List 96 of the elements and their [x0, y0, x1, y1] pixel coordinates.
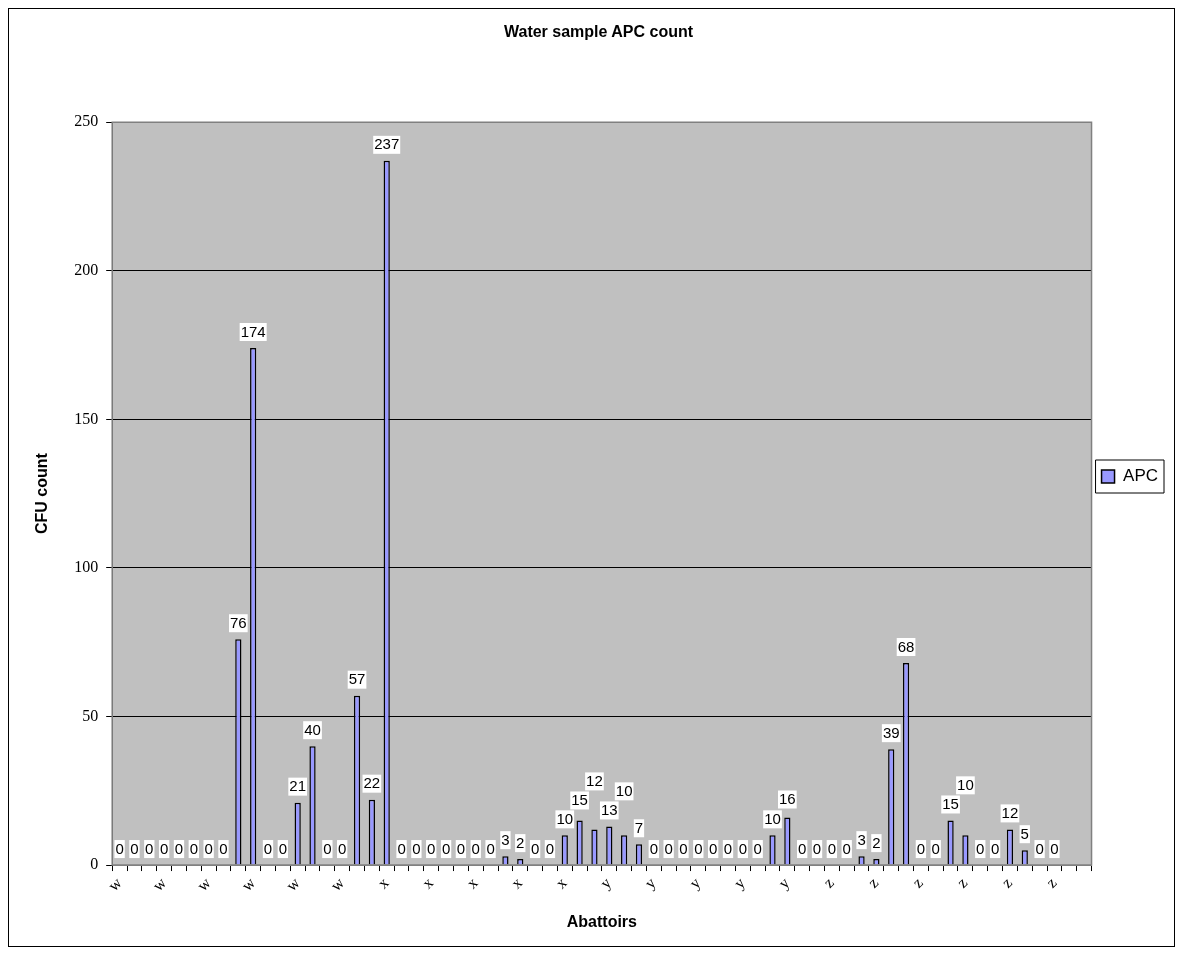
data-label: 21	[289, 777, 307, 795]
data-label: 0	[412, 839, 421, 857]
y-tick-label: 100	[74, 558, 99, 576]
data-label: 0	[812, 839, 822, 857]
data-label: 0	[263, 839, 273, 857]
data-label: 0	[545, 839, 555, 857]
data-label: 16	[779, 790, 796, 808]
legend-label: APC	[1123, 466, 1159, 486]
y-tick-label: 250	[74, 112, 99, 130]
data-label: 0	[145, 839, 154, 857]
x-tick-label: w	[327, 873, 348, 895]
data-label: 0	[323, 839, 332, 857]
data-label: 0	[397, 839, 406, 857]
data-label: 0	[219, 839, 228, 857]
data-label: 0	[338, 839, 347, 857]
data-label: 0	[649, 839, 658, 857]
data-label: 0	[278, 839, 288, 857]
data-label: 237	[374, 135, 400, 153]
data-label: 0	[753, 839, 762, 857]
data-label: 2	[516, 833, 525, 851]
data-label: 0	[130, 839, 139, 857]
y-tick-label: 200	[74, 260, 99, 278]
data-label: 15	[942, 795, 959, 813]
x-tick-label: y	[641, 873, 660, 893]
data-label: 0	[471, 839, 480, 857]
x-axis-title: Abattoirs	[566, 912, 638, 930]
x-tick-label: w	[238, 873, 259, 895]
data-label: 22	[363, 774, 381, 792]
y-axis-title: CFU count	[33, 452, 51, 535]
x-tick-label: y	[685, 873, 705, 893]
x-tick-label: w	[282, 873, 304, 895]
y-tick-label: 0	[90, 855, 99, 873]
data-label: 0	[1035, 839, 1044, 857]
data-label: 13	[600, 801, 618, 819]
x-tick-label: x	[552, 873, 570, 892]
x-tick-label: w	[104, 873, 126, 895]
data-label: 0	[456, 839, 466, 857]
data-label: 57	[348, 670, 366, 688]
data-label: 0	[664, 839, 673, 857]
data-label: 10	[764, 809, 781, 827]
data-label: 10	[615, 781, 633, 799]
x-tick-label: z	[997, 873, 1016, 891]
x-tick-label: x	[507, 873, 526, 892]
data-label: 0	[174, 839, 184, 857]
data-label: 0	[931, 839, 940, 857]
x-tick-label: y	[774, 873, 794, 893]
data-label: 7	[634, 818, 644, 836]
data-label: 0	[798, 839, 807, 857]
x-tick-label: z	[1042, 873, 1060, 891]
data-label: 0	[441, 839, 451, 857]
x-tick-label: w	[149, 873, 170, 895]
data-label: 68	[897, 637, 915, 655]
data-label: 0	[842, 839, 851, 857]
data-label: 10	[556, 809, 574, 827]
x-tick-label: z	[908, 873, 926, 891]
data-label: 0	[694, 839, 703, 857]
data-label: 10	[957, 775, 974, 793]
x-tick-label: x	[374, 873, 392, 892]
data-label: 0	[530, 839, 540, 857]
data-label: 2	[872, 833, 881, 851]
x-tick-label: y	[730, 873, 749, 893]
data-label: 0	[204, 839, 213, 857]
data-label: 174	[240, 322, 266, 340]
data-label: 0	[427, 839, 436, 857]
data-label: 15	[571, 791, 588, 809]
data-label: 0	[827, 839, 837, 857]
x-tick-label: z	[953, 873, 971, 891]
data-label: 0	[679, 839, 688, 857]
x-tick-label: w	[193, 873, 215, 895]
data-label: 0	[976, 839, 985, 857]
chart-title: Water sample APC count	[503, 23, 694, 41]
x-tick-label: y	[596, 873, 616, 893]
data-label: 0	[738, 839, 748, 857]
data-label: 39	[882, 723, 900, 741]
data-label: 0	[1050, 839, 1059, 857]
x-tick-label: z	[819, 873, 837, 891]
data-label: 3	[857, 830, 866, 848]
x-tick-label: z	[864, 873, 882, 891]
data-label: 12	[1001, 804, 1019, 822]
data-label: 0	[115, 839, 124, 857]
x-tick-label: x	[463, 873, 481, 892]
data-label: 0	[189, 839, 198, 857]
y-tick-label: 150	[74, 409, 99, 427]
data-label: 0	[486, 839, 495, 857]
data-label: 12	[586, 772, 603, 790]
data-label: 5	[1020, 824, 1029, 842]
x-tick-label: x	[418, 873, 437, 892]
data-label: 0	[708, 839, 718, 857]
data-label: 76	[229, 613, 247, 631]
data-label: 0	[916, 839, 926, 857]
data-label: 0	[159, 839, 169, 857]
data-label: 0	[990, 839, 1000, 857]
y-tick-label: 50	[82, 706, 99, 724]
data-label: 0	[723, 839, 733, 857]
data-label: 3	[501, 830, 510, 848]
data-label: 40	[304, 720, 321, 738]
